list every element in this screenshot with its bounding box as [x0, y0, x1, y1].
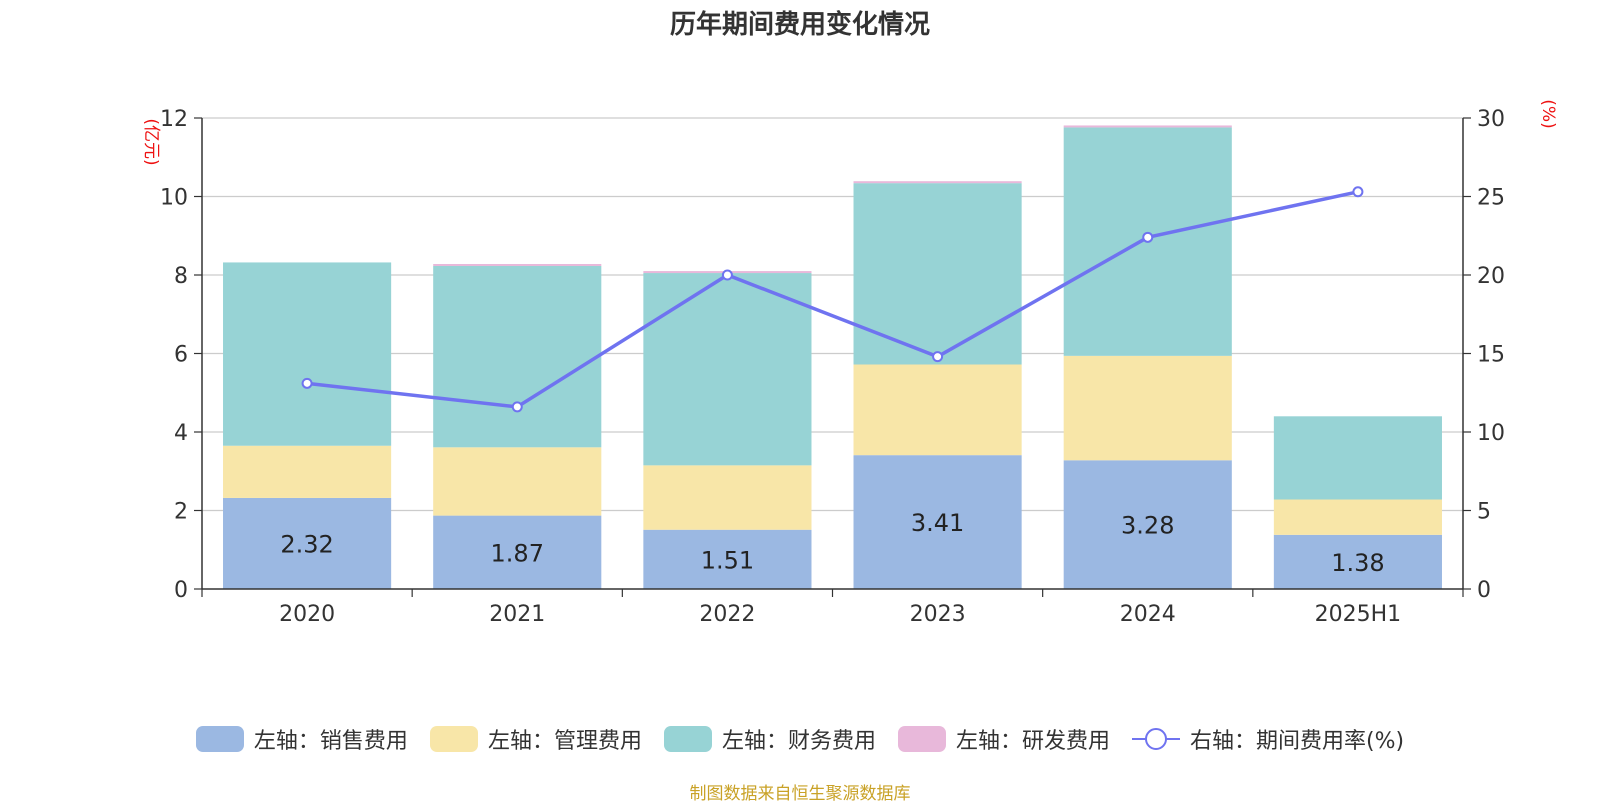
bar-segment-1 [643, 529, 812, 589]
bar-segment-2 [853, 364, 1022, 456]
legend-label: 左轴：销售费用 [253, 729, 408, 754]
bar-segment-3 [223, 262, 392, 446]
bar-segment-1 [1063, 460, 1232, 589]
source-note: 制图数据来自恒生聚源数据库 [689, 784, 911, 804]
legend-label: 右轴：期间费用率(%) [1189, 729, 1405, 754]
bar-data-label: 3.41 [911, 509, 964, 537]
bar-segment-4 [1063, 125, 1232, 128]
right-axis-tick-label: 0 [1477, 578, 1491, 603]
legend-label: 左轴：研发费用 [955, 729, 1110, 754]
legend-item[interactable]: 左轴：财务费用 [663, 723, 876, 755]
bar-data-label: 2.32 [280, 530, 333, 558]
bar-segment-1 [223, 497, 392, 589]
legend-swatch [195, 726, 244, 752]
rate-point [932, 351, 944, 363]
bar-segment-4 [433, 264, 602, 266]
right-axis-tick-label: 30 [1477, 107, 1505, 132]
right-axis-tick-label: 20 [1477, 264, 1505, 289]
bar-segment-3 [1273, 416, 1442, 500]
right-axis-tick-label: 15 [1477, 343, 1505, 368]
left-axis-tick-label: 10 [160, 186, 188, 211]
bar-segment-2 [433, 447, 602, 516]
bar-segment-4 [853, 181, 1022, 184]
right-axis-tick-label: 10 [1477, 421, 1505, 446]
bar-segment-3 [433, 265, 602, 448]
x-axis-tick-label: 2020 [279, 602, 335, 627]
bar-segment-3 [853, 183, 1022, 365]
left-axis-tick-label: 2 [174, 500, 188, 525]
legend-swatch [897, 726, 946, 752]
x-axis-tick-label: 2025H1 [1315, 602, 1402, 627]
rate-point [1142, 231, 1154, 243]
legend-swatch [1131, 726, 1180, 752]
bar-segment-3 [643, 273, 812, 466]
bar-segment-2 [643, 465, 812, 530]
bar-segment-2 [1063, 355, 1232, 461]
bar-data-label: 1.87 [491, 539, 544, 567]
bar-data-label: 3.28 [1121, 512, 1174, 540]
left-axis-tick-label: 6 [174, 343, 188, 368]
bar-data-label: 1.51 [701, 546, 754, 574]
right-axis-tick-label: 25 [1477, 186, 1505, 211]
bar-data-label: 1.38 [1331, 549, 1384, 577]
x-axis-tick-label: 2023 [910, 602, 966, 627]
rate-line [306, 190, 1359, 409]
x-axis-tick-label: 2022 [699, 602, 755, 627]
bar-segment-1 [853, 455, 1022, 589]
legend-swatch [429, 726, 478, 752]
legend: 左轴：销售费用 左轴：管理费用 左轴：财务费用 左轴：研发费用 右轴：期间费用率(%) [0, 722, 1600, 756]
right-axis-tick-label: 5 [1477, 500, 1491, 525]
x-axis-tick-label: 2024 [1120, 602, 1176, 627]
left-axis-tick-label: 12 [160, 107, 188, 132]
x-axis-tick-label: 2021 [489, 602, 545, 627]
left-axis-unit-label: (亿元) [141, 118, 161, 165]
left-axis-tick-label: 4 [174, 421, 188, 446]
rate-point [511, 401, 523, 413]
legend-swatch [663, 726, 712, 752]
legend-item[interactable]: 左轴：销售费用 [195, 723, 408, 755]
rate-point [301, 377, 313, 389]
bar-segment-1 [433, 515, 602, 589]
rate-point [1352, 186, 1364, 198]
bar-segment-1 [1273, 534, 1442, 589]
rate-point [721, 269, 733, 281]
left-axis-tick-label: 0 [174, 578, 188, 603]
legend-item[interactable]: 左轴：管理费用 [429, 723, 642, 755]
legend-item[interactable]: 左轴：研发费用 [897, 723, 1110, 755]
legend-label: 左轴：财务费用 [721, 729, 876, 754]
bar-segment-2 [223, 445, 392, 498]
legend-item[interactable]: 右轴：期间费用率(%) [1131, 723, 1405, 755]
chart-title: 历年期间费用变化情况 [669, 10, 930, 40]
bar-segment-2 [1273, 499, 1442, 535]
right-axis-unit-label: (%) [1538, 99, 1558, 128]
legend-label: 左轴：管理费用 [487, 729, 642, 754]
left-axis-tick-label: 8 [174, 264, 188, 289]
